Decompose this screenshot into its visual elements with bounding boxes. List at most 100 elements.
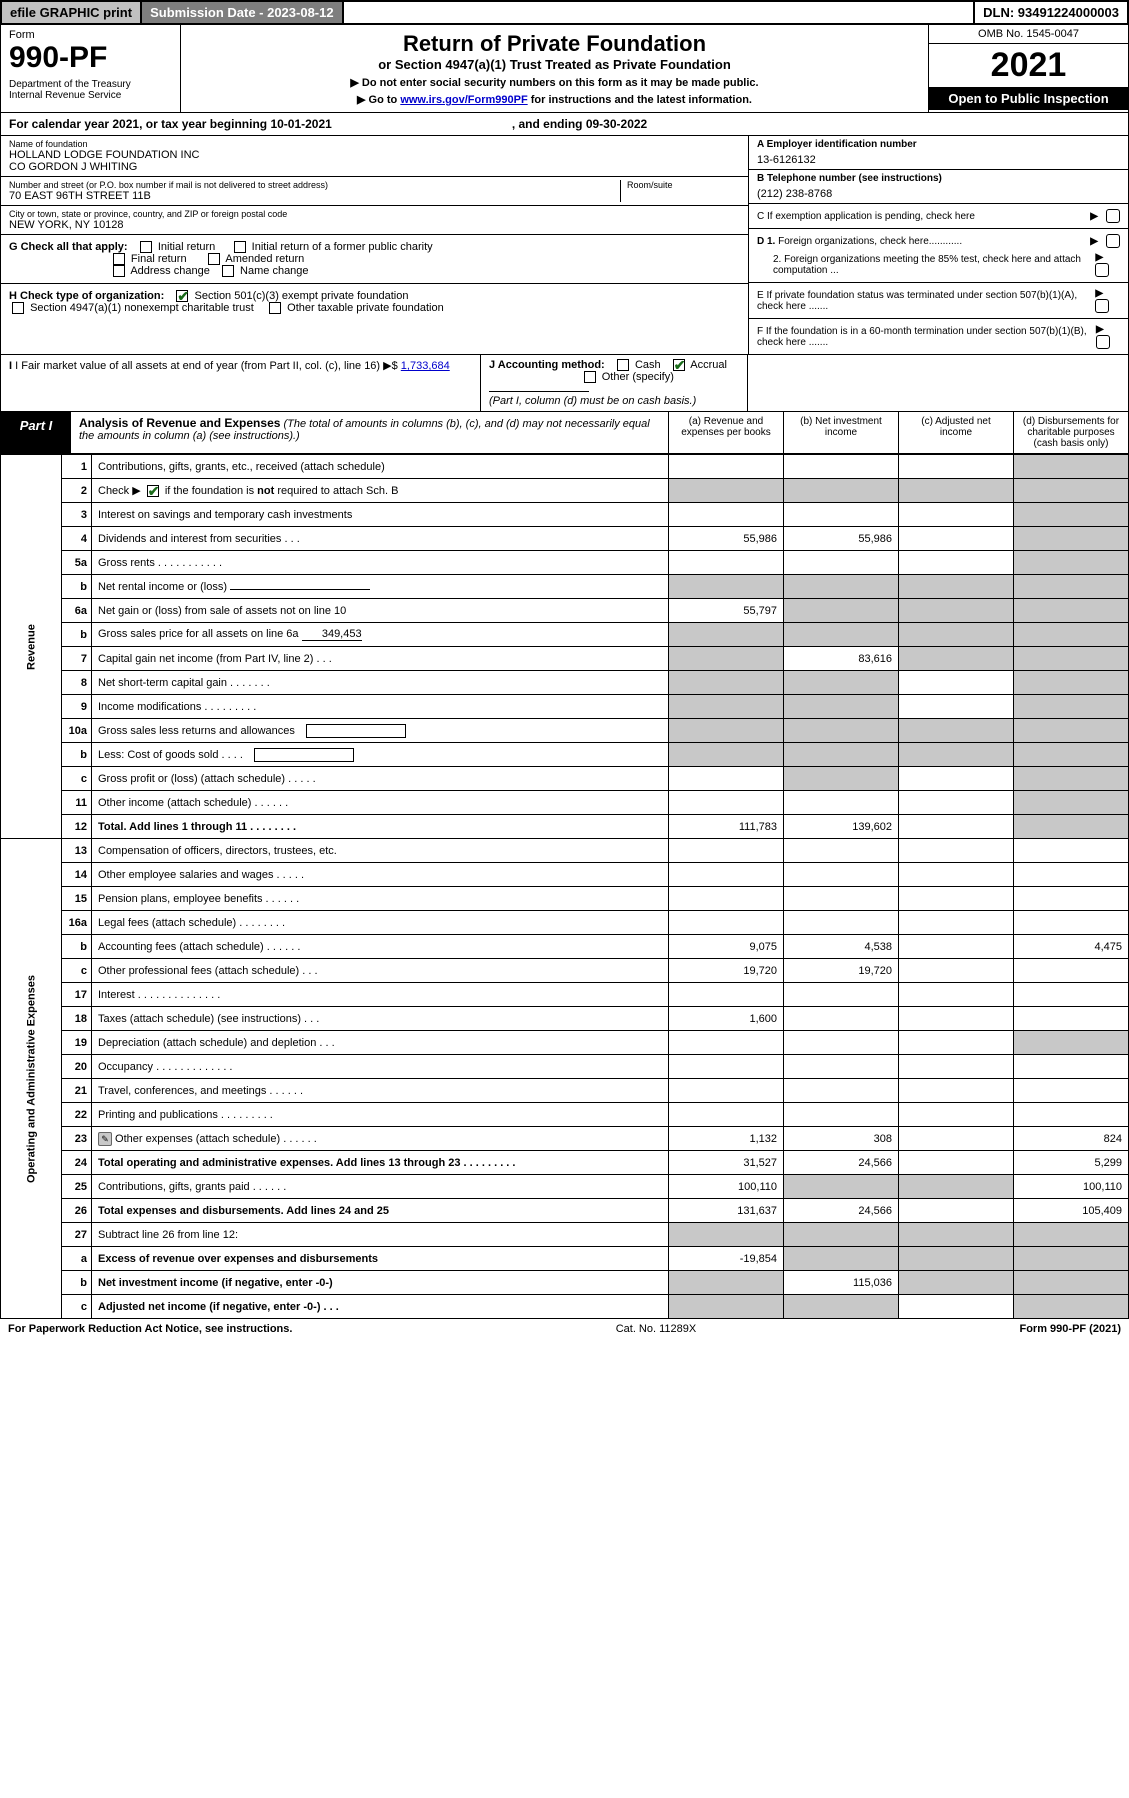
row-desc: Other professional fees (attach schedule… (92, 959, 669, 983)
cell-a (669, 839, 784, 863)
e-cell: E If private foundation status was termi… (749, 283, 1128, 319)
tax-year: 2021 (929, 44, 1128, 87)
addr-label: Number and street (or P.O. box number if… (9, 180, 620, 190)
cell-c (899, 551, 1014, 575)
cell-b: 24,566 (784, 1151, 899, 1175)
cb-initial-former[interactable] (234, 241, 246, 253)
cb-foreign-org[interactable] (1106, 234, 1120, 248)
attachment-icon[interactable]: ✎ (98, 1132, 112, 1146)
table-row: 4Dividends and interest from securities … (1, 527, 1129, 551)
row-number: 15 (62, 887, 92, 911)
cell-c (899, 1223, 1014, 1247)
cb-other-method[interactable] (584, 371, 596, 383)
cell-b (784, 839, 899, 863)
j-cell: J Accounting method: Cash Accrual Other … (481, 355, 748, 411)
cell-d (1014, 551, 1129, 575)
cell-d: 5,299 (1014, 1151, 1129, 1175)
tel-val: (212) 238-8768 (757, 188, 1120, 200)
cell-d (1014, 671, 1129, 695)
cb-exemption-pending[interactable] (1106, 209, 1120, 223)
cell-d (1014, 527, 1129, 551)
row-number: 7 (62, 647, 92, 671)
cell-b: 55,986 (784, 527, 899, 551)
cb-name-change[interactable] (222, 265, 234, 277)
row-number: 21 (62, 1079, 92, 1103)
row-desc: Gross profit or (loss) (attach schedule)… (92, 767, 669, 791)
cell-c (899, 1007, 1014, 1031)
row-number: 25 (62, 1175, 92, 1199)
opt-name-change: Name change (240, 265, 309, 277)
row-desc: Interest . . . . . . . . . . . . . . (92, 983, 669, 1007)
info-right: A Employer identification number 13-6126… (748, 136, 1128, 354)
row-number: 3 (62, 503, 92, 527)
row-desc: Interest on savings and temporary cash i… (92, 503, 669, 527)
opt-other-taxable: Other taxable private foundation (287, 302, 444, 314)
row-number: c (62, 767, 92, 791)
name-cell: Name of foundation HOLLAND LODGE FOUNDAT… (1, 136, 748, 177)
cb-cash[interactable] (617, 359, 629, 371)
cell-b (784, 1175, 899, 1199)
row-desc: Net investment income (if negative, ente… (92, 1271, 669, 1295)
row-number: 2 (62, 479, 92, 503)
cb-60-month[interactable] (1096, 335, 1110, 349)
opt-accrual: Accrual (690, 359, 727, 371)
d1-label: Foreign organizations, check here.......… (778, 236, 962, 247)
cell-d (1014, 1055, 1129, 1079)
info-block: Name of foundation HOLLAND LODGE FOUNDAT… (0, 136, 1129, 355)
cell-a: 100,110 (669, 1175, 784, 1199)
table-row: 22Printing and publications . . . . . . … (1, 1103, 1129, 1127)
opt-4947: Section 4947(a)(1) nonexempt charitable … (30, 302, 254, 314)
cell-c (899, 719, 1014, 743)
cell-c (899, 455, 1014, 479)
cb-address-change[interactable] (113, 265, 125, 277)
note-goto: ▶ Go to www.irs.gov/Form990PF for instru… (191, 93, 918, 106)
cell-b (784, 1223, 899, 1247)
row-desc: Legal fees (attach schedule) . . . . . .… (92, 911, 669, 935)
opt-other-method: Other (specify) (602, 371, 674, 383)
cell-d: 824 (1014, 1127, 1129, 1151)
row-desc: Less: Cost of goods sold . . . . (92, 743, 669, 767)
cb-initial-return[interactable] (140, 241, 152, 253)
cb-4947[interactable] (12, 302, 24, 314)
cb-amended[interactable] (208, 253, 220, 265)
cell-b (784, 983, 899, 1007)
table-row: bNet rental income or (loss) (1, 575, 1129, 599)
cb-final-return[interactable] (113, 253, 125, 265)
cell-c (899, 887, 1014, 911)
row-desc: Gross sales price for all assets on line… (92, 623, 669, 647)
cb-501c3[interactable] (176, 290, 188, 302)
part1-title: Analysis of Revenue and Expenses (79, 416, 280, 430)
part1-desc: Analysis of Revenue and Expenses (The to… (71, 412, 668, 453)
fmv-link[interactable]: 1,733,684 (401, 360, 450, 372)
expenses-section-label: Operating and Administrative Expenses (1, 839, 62, 1319)
d2-label: 2. Foreign organizations meeting the 85%… (773, 254, 1091, 276)
row-desc: Pension plans, employee benefits . . . .… (92, 887, 669, 911)
table-row: 14Other employee salaries and wages . . … (1, 863, 1129, 887)
opt-final: Final return (131, 253, 187, 265)
cell-c (899, 1199, 1014, 1223)
g-check-area: G Check all that apply: Initial return I… (1, 235, 748, 284)
cell-c (899, 1151, 1014, 1175)
cb-status-terminated[interactable] (1095, 299, 1109, 313)
col-a-header: (a) Revenue and expenses per books (668, 412, 783, 453)
table-row: cGross profit or (loss) (attach schedule… (1, 767, 1129, 791)
cal-year-begin: For calendar year 2021, or tax year begi… (9, 117, 332, 131)
cell-a: 111,783 (669, 815, 784, 839)
cb-other-taxable[interactable] (269, 302, 281, 314)
row-desc: Total expenses and disbursements. Add li… (92, 1199, 669, 1223)
row-desc: Occupancy . . . . . . . . . . . . . (92, 1055, 669, 1079)
row-number: b (62, 1271, 92, 1295)
cb-foreign-85[interactable] (1095, 263, 1109, 277)
row-desc: Adjusted net income (if negative, enter … (92, 1295, 669, 1319)
form-word: Form (9, 29, 172, 41)
ein-cell: A Employer identification number 13-6126… (749, 136, 1128, 170)
cell-d (1014, 959, 1129, 983)
note-ssn: ▶ Do not enter social security numbers o… (191, 76, 918, 89)
irs-link[interactable]: www.irs.gov/Form990PF (400, 94, 527, 106)
row-number: 23 (62, 1127, 92, 1151)
submission-date: Submission Date - 2023-08-12 (142, 2, 344, 23)
cell-d (1014, 887, 1129, 911)
form-subtitle: or Section 4947(a)(1) Trust Treated as P… (191, 57, 918, 72)
cb-accrual[interactable] (673, 359, 685, 371)
cell-c (899, 503, 1014, 527)
